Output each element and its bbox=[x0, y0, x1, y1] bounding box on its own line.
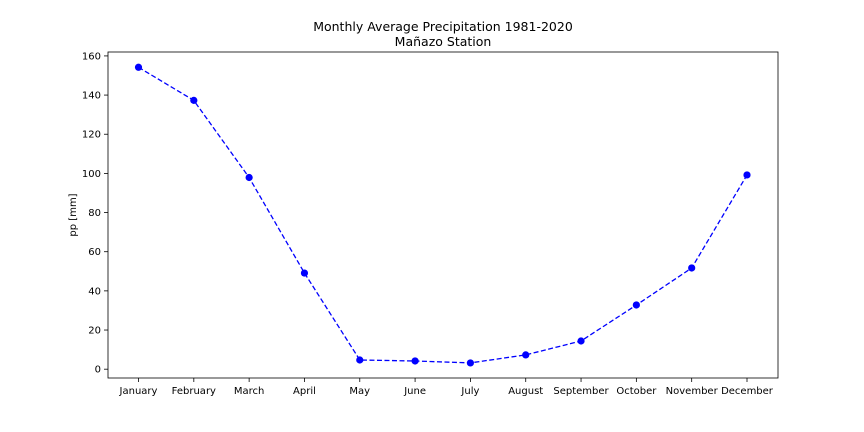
data-point bbox=[300, 269, 309, 277]
chart-title: Monthly Average Precipitation 1981-2020 bbox=[313, 19, 573, 34]
data-point bbox=[134, 63, 143, 71]
chart-subtitle: Mañazo Station bbox=[395, 34, 492, 49]
y-tick-label: 40 bbox=[88, 286, 101, 297]
data-point bbox=[522, 351, 530, 359]
y-tick-label: 160 bbox=[82, 51, 101, 62]
data-point bbox=[356, 356, 364, 364]
x-tick-label: November bbox=[666, 386, 719, 397]
x-tick-label: August bbox=[508, 386, 543, 397]
data-point bbox=[411, 357, 419, 365]
series-line bbox=[138, 66, 748, 364]
data-point bbox=[190, 96, 198, 104]
x-tick-label: February bbox=[172, 386, 216, 397]
x-tick-label: April bbox=[293, 386, 316, 397]
x-tick-label: May bbox=[349, 386, 370, 397]
y-axis: 0 20 40 60 80 100 120 140 160 bbox=[82, 51, 108, 376]
y-tick-label: 100 bbox=[82, 169, 101, 180]
x-tick-label: December bbox=[721, 386, 774, 397]
series-points bbox=[134, 63, 751, 367]
x-tick-label: June bbox=[403, 386, 426, 397]
y-tick-label: 0 bbox=[95, 365, 101, 376]
data-point bbox=[466, 359, 475, 367]
y-axis-label: pp [mm] bbox=[68, 193, 79, 236]
data-point bbox=[632, 301, 640, 309]
x-tick-label: January bbox=[119, 386, 158, 397]
x-tick-label: October bbox=[616, 386, 657, 397]
y-tick-label: 140 bbox=[82, 91, 101, 102]
plot-area bbox=[107, 51, 779, 379]
y-tick-label: 80 bbox=[88, 208, 101, 219]
x-axis: January February March April May June July Augu… bbox=[119, 378, 774, 397]
data-point bbox=[743, 171, 751, 179]
y-tick-label: 60 bbox=[88, 247, 101, 258]
data-point bbox=[245, 173, 253, 182]
data-point bbox=[577, 337, 585, 345]
y-tick-label: 120 bbox=[82, 130, 101, 141]
x-tick-label: September bbox=[553, 386, 609, 397]
x-tick-label: March bbox=[234, 386, 264, 397]
y-tick-label: 20 bbox=[88, 326, 101, 337]
data-point bbox=[688, 264, 696, 272]
x-tick-label: July bbox=[460, 386, 479, 397]
